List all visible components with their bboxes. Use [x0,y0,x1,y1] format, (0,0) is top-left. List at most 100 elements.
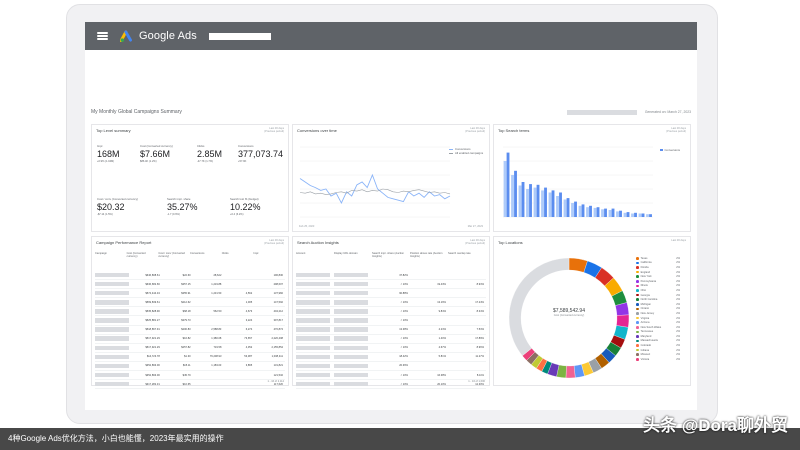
bar-current[interactable] [589,205,592,217]
table-row[interactable]: 90.88% [296,289,486,299]
col-header[interactable]: Search overlap rate [448,252,471,255]
bar-previous[interactable] [526,189,529,217]
donut-slice[interactable] [508,257,570,356]
table-row[interactable]: < 10% 9.84% 8.34% [296,307,486,317]
menu-icon[interactable] [97,32,108,40]
legend-item[interactable]: Michigan 2% [636,302,680,307]
bar-current[interactable] [611,208,615,217]
bar-current[interactable] [544,187,547,217]
table-row[interactable]: $646,808.61 $22.60 28,622 196,830 [95,271,285,281]
col-header[interactable]: Search impr. share (Auction Insights) [372,252,405,258]
table-row[interactable]: 13.38% 4.23% 7.53% [296,326,486,335]
bar-previous[interactable] [548,192,552,218]
table-row[interactable]: 37.82% [296,271,486,281]
bar-previous[interactable] [571,203,574,217]
legend-item[interactable]: Massachusetts 2% [636,339,680,344]
table-row[interactable]: < 10% 13.16% 17.24% [296,298,486,308]
table-row[interactable]: < 10% 20.10% 12.30% [296,380,486,390]
table-row[interactable]: $14,723.78 $1.30 79,208.93 53,387 1,008,411 [95,353,285,362]
bar-previous[interactable] [556,196,559,217]
table-row[interactable]: $574,444.34 $355.91 1,231.50 4,562 137,982 [95,289,285,299]
table-row[interactable]: $636,682.66 $357.15 1,219.88 298,607 [95,280,285,290]
legend-item[interactable]: New South Wales 2% [636,325,680,330]
legend-item[interactable]: New York 2% [636,274,680,279]
legend-item[interactable]: New Jersey 2% [636,311,680,316]
donut-slice[interactable] [565,365,576,379]
bar-previous[interactable] [601,209,604,217]
table-row[interactable]: < 10% 1.40% 17.89% [296,335,486,344]
bar-previous[interactable] [616,211,619,217]
table-row[interactable]: $569,839.61 $212.62 1,005 147,592 [95,298,285,308]
bar-current[interactable] [574,201,577,217]
bar-current[interactable] [634,212,637,217]
legend-item[interactable]: Ontario 2% [636,307,680,312]
table-row[interactable]: < 10% 16.38% 8.11% [296,371,486,381]
table-row[interactable]: $525,881.27 $379.73 3,224 397,817 [95,316,285,326]
bar-previous[interactable] [638,213,642,218]
table-row[interactable]: $517,921.29 $16.82 1,380.08 73,657 2,220,408 [95,335,285,344]
legend-item[interactable]: Indiana 2% [636,348,680,353]
legend-item[interactable]: Ohio 2% [636,288,680,293]
col-header[interactable]: Conversions [190,252,205,255]
bar-current[interactable] [581,204,585,217]
bar-current[interactable] [604,208,607,217]
legend-item[interactable]: Missouri 2% [636,352,680,357]
col-header[interactable]: Campaign [95,252,107,255]
legend-item[interactable]: Georgia 2% [636,293,680,298]
legend-item[interactable]: Arizona 2% [636,320,680,325]
bar-current[interactable] [521,182,525,217]
bar-current[interactable] [626,212,630,217]
bar-previous[interactable] [541,190,544,217]
table-row[interactable]: $535,828.90 $68.18 562.50 4,673 404,212 [95,307,285,317]
table-row[interactable]: $352,893.00 $15.11 1,183.03 3,865 131,821 [95,362,285,372]
bar-previous[interactable] [631,213,634,218]
bar-previous[interactable] [503,161,507,217]
bar-current[interactable] [649,214,652,217]
col-header[interactable]: Display URL domain [334,252,358,255]
legend-item[interactable]: Texas 2% [636,256,680,261]
date-range-picker[interactable] [566,109,637,115]
bar-current[interactable] [559,192,562,218]
legend-item[interactable]: Victoria 2% [636,357,680,362]
table-row[interactable]: 18.42% 5.81% 11.27% [296,353,486,362]
bar-current[interactable] [536,184,540,217]
bar-current[interactable] [641,213,645,218]
legend-item[interactable]: Tennessee 2% [636,330,680,335]
bar-previous[interactable] [593,207,597,217]
table-row[interactable]: $317,282.31 $10.65 117,620 [95,380,285,390]
bar-previous[interactable] [623,212,627,217]
bar-previous[interactable] [608,210,612,217]
legend-item[interactable]: Maryland 2% [636,334,680,339]
legend-item[interactable]: Pennsylvania 2% [636,279,680,284]
bar-current[interactable] [514,170,517,217]
legend-item[interactable]: Florida 2% [636,265,680,270]
col-header[interactable]: Cost / conv (Converted currency) [158,252,185,258]
table-row[interactable]: $517,921.29 $257.82 719.58 4,352 2,155,854 [95,344,285,353]
col-header[interactable]: Impr. [253,252,260,255]
col-header[interactable]: Position above rate (Auction Insights) [410,252,443,258]
bar-previous[interactable] [646,214,649,217]
bar-previous[interactable] [518,185,522,218]
bar-previous[interactable] [578,205,582,217]
legend-item[interactable]: California 2% [636,261,680,266]
table-row[interactable]: < 10% [296,316,486,326]
legend-item[interactable]: Colorado 2% [636,343,680,348]
bar-previous[interactable] [533,187,537,217]
bar-previous[interactable] [563,199,567,218]
bar-current[interactable] [506,152,510,217]
table-row[interactable]: < 10% 4.67% 8.96% [296,344,486,353]
bar-current[interactable] [566,198,570,217]
bar-previous[interactable] [511,175,514,217]
table-row[interactable]: 20.36% [296,362,486,372]
bar-current[interactable] [529,184,532,217]
col-header[interactable]: Cost (Converted currency) [126,252,146,258]
table-row[interactable]: < 10% 19.43% 8.93% [296,280,486,290]
bar-current[interactable] [619,210,622,217]
legend-item[interactable]: England 2% [636,270,680,275]
col-header[interactable]: Clicks [221,252,229,255]
table-row[interactable]: $352,893.00 $45.79 121,532 [95,371,285,381]
col-header[interactable]: Account [296,252,306,255]
bar-previous[interactable] [586,207,589,217]
table-row[interactable]: $518,867.91 $200.83 2,588.83 6,274 470,874 [95,326,285,335]
bar-current[interactable] [551,190,555,217]
